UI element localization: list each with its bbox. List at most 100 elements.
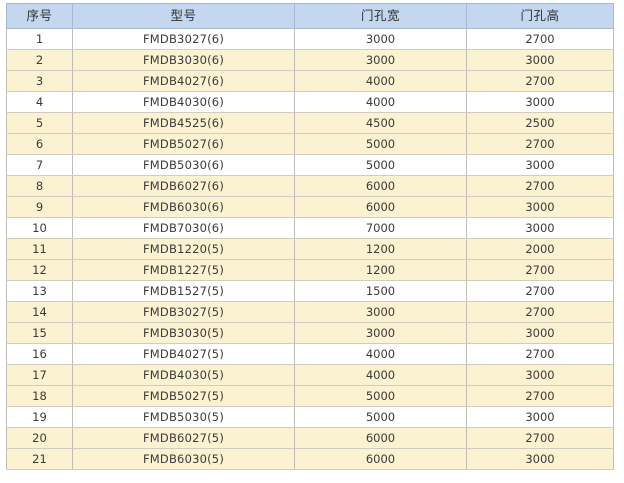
cell-height: 3000 [466, 49, 614, 71]
cell-index: 7 [6, 154, 73, 176]
cell-index: 6 [6, 133, 73, 155]
cell-height: 2000 [466, 238, 614, 260]
cell-model: FMDB6027(5) [72, 427, 295, 449]
cell-width: 5000 [294, 385, 467, 407]
cell-model: FMDB3027(5) [72, 301, 295, 323]
cell-index: 16 [6, 343, 73, 365]
cell-width: 5000 [294, 154, 467, 176]
cell-width: 1200 [294, 259, 467, 281]
cell-index: 10 [6, 217, 73, 239]
cell-index: 1 [6, 28, 73, 50]
cell-width: 4000 [294, 364, 467, 386]
cell-index: 21 [6, 448, 73, 470]
cell-height: 3000 [466, 364, 614, 386]
cell-model: FMDB4525(6) [72, 112, 295, 134]
cell-width: 1200 [294, 238, 467, 260]
cell-width: 4000 [294, 343, 467, 365]
cell-height: 3000 [466, 406, 614, 428]
cell-width: 5000 [294, 406, 467, 428]
cell-index: 9 [6, 196, 73, 218]
cell-index: 11 [6, 238, 73, 260]
table-row: 9 FMDB6030(6) 6000 3000 [6, 196, 614, 218]
cell-index: 12 [6, 259, 73, 281]
cell-width: 1500 [294, 280, 467, 302]
table-row: 7 FMDB5030(6) 5000 3000 [6, 154, 614, 176]
table-row: 20 FMDB6027(5) 6000 2700 [6, 427, 614, 449]
cell-width: 4000 [294, 70, 467, 92]
cell-index: 4 [6, 91, 73, 113]
cell-model: FMDB4030(5) [72, 364, 295, 386]
cell-width: 3000 [294, 49, 467, 71]
column-header-width: 门孔宽 [294, 3, 467, 29]
cell-model: FMDB5030(5) [72, 406, 295, 428]
cell-index: 14 [6, 301, 73, 323]
cell-model: FMDB4030(6) [72, 91, 295, 113]
table-row: 11 FMDB1220(5) 1200 2000 [6, 238, 614, 260]
cell-height: 2700 [466, 70, 614, 92]
cell-height: 2700 [466, 280, 614, 302]
cell-index: 8 [6, 175, 73, 197]
table-header: 序号 型号 门孔宽 门孔高 [6, 3, 614, 29]
table-row: 15 FMDB3030(5) 3000 3000 [6, 322, 614, 344]
cell-width: 6000 [294, 427, 467, 449]
cell-index: 18 [6, 385, 73, 407]
cell-height: 2700 [466, 28, 614, 50]
cell-width: 3000 [294, 301, 467, 323]
cell-height: 2700 [466, 343, 614, 365]
column-header-model: 型号 [72, 3, 295, 29]
cell-model: FMDB5027(5) [72, 385, 295, 407]
cell-height: 3000 [466, 448, 614, 470]
cell-width: 4000 [294, 91, 467, 113]
table-row: 13 FMDB1527(5) 1500 2700 [6, 280, 614, 302]
cell-model: FMDB4027(6) [72, 70, 295, 92]
table-row: 21 FMDB6030(5) 6000 3000 [6, 448, 614, 470]
table-body: 1 FMDB3027(6) 3000 2700 2 FMDB3030(6) 3000 3000… [6, 28, 614, 470]
cell-height: 2500 [466, 112, 614, 134]
column-header-index: 序号 [6, 3, 73, 29]
cell-width: 7000 [294, 217, 467, 239]
cell-height: 2700 [466, 385, 614, 407]
cell-index: 5 [6, 112, 73, 134]
cell-model: FMDB6030(5) [72, 448, 295, 470]
cell-height: 2700 [466, 259, 614, 281]
cell-model: FMDB6030(6) [72, 196, 295, 218]
cell-index: 19 [6, 406, 73, 428]
cell-model: FMDB1527(5) [72, 280, 295, 302]
cell-width: 5000 [294, 133, 467, 155]
cell-index: 20 [6, 427, 73, 449]
cell-model: FMDB4027(5) [72, 343, 295, 365]
cell-model: FMDB7030(6) [72, 217, 295, 239]
table-row: 17 FMDB4030(5) 4000 3000 [6, 364, 614, 386]
cell-width: 3000 [294, 28, 467, 50]
table-row: 12 FMDB1227(5) 1200 2700 [6, 259, 614, 281]
table-row: 18 FMDB5027(5) 5000 2700 [6, 385, 614, 407]
spec-sheet: 序号 型号 门孔宽 门孔高 1 FMDB3027(6) 3000 2700 2 FMDB3… [6, 3, 614, 477]
column-header-height: 门孔高 [466, 3, 614, 29]
cell-width: 4500 [294, 112, 467, 134]
cell-model: FMDB6027(6) [72, 175, 295, 197]
table-row: 19 FMDB5030(5) 5000 3000 [6, 406, 614, 428]
table-row: 5 FMDB4525(6) 4500 2500 [6, 112, 614, 134]
table-row: 2 FMDB3030(6) 3000 3000 [6, 49, 614, 71]
cell-index: 17 [6, 364, 73, 386]
cell-model: FMDB5030(6) [72, 154, 295, 176]
cell-height: 3000 [466, 217, 614, 239]
cell-index: 15 [6, 322, 73, 344]
cell-width: 3000 [294, 322, 467, 344]
cell-model: FMDB1227(5) [72, 259, 295, 281]
table-row: 3 FMDB4027(6) 4000 2700 [6, 70, 614, 92]
cell-height: 3000 [466, 322, 614, 344]
door-opening-spec-table: 序号 型号 门孔宽 门孔高 1 FMDB3027(6) 3000 2700 2 FMDB3… [6, 3, 614, 470]
cell-height: 2700 [466, 427, 614, 449]
cell-width: 6000 [294, 448, 467, 470]
cell-model: FMDB3030(6) [72, 49, 295, 71]
cell-height: 2700 [466, 301, 614, 323]
cell-height: 3000 [466, 91, 614, 113]
table-row: 16 FMDB4027(5) 4000 2700 [6, 343, 614, 365]
cell-width: 6000 [294, 175, 467, 197]
table-row: 4 FMDB4030(6) 4000 3000 [6, 91, 614, 113]
table-row: 6 FMDB5027(6) 5000 2700 [6, 133, 614, 155]
cell-model: FMDB3030(5) [72, 322, 295, 344]
header-row: 序号 型号 门孔宽 门孔高 [6, 3, 614, 29]
cell-height: 2700 [466, 133, 614, 155]
